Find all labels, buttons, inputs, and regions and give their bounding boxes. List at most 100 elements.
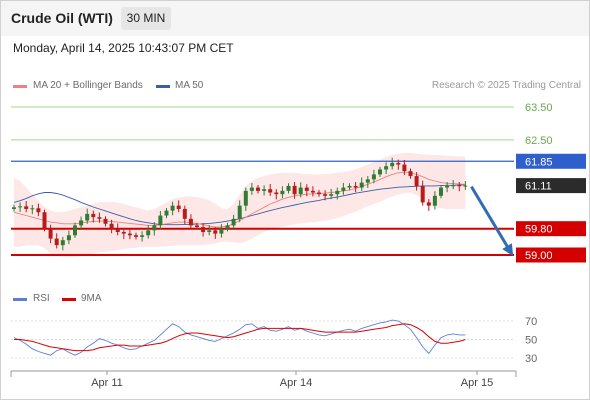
candle-body: [292, 185, 297, 195]
candle-body: [414, 176, 419, 186]
candle-body: [396, 162, 401, 165]
level-badge-61.85: [516, 153, 586, 169]
rsi-ma-line: [14, 323, 466, 352]
candle-body: [115, 228, 120, 232]
candle-body: [365, 179, 370, 183]
candle-body: [402, 164, 407, 172]
time-tick-label: Apr 15: [461, 377, 493, 389]
candle-body: [457, 185, 462, 187]
candle-body: [48, 228, 53, 239]
candle-body: [109, 223, 114, 229]
report-datetime: Monday, April 14, 2025 10:43:07 PM CET: [13, 41, 234, 55]
rsi-legend-swatch: [13, 298, 27, 301]
candle-body: [408, 171, 413, 177]
candle-body: [73, 225, 77, 236]
level-badge-61.11: [516, 178, 586, 194]
candle-body: [439, 187, 443, 196]
rsi-line: [13, 319, 466, 356]
candle-body: [378, 169, 382, 175]
projection-arrow-shaft: [470, 185, 512, 252]
rsi-ma-legend-swatch: [62, 298, 76, 301]
candle-body: [134, 235, 138, 237]
candle-body: [213, 230, 218, 234]
candle-body: [231, 218, 236, 226]
rsi-tick-30: 30: [525, 353, 537, 365]
chart-header: Crude Oil (WTI) 30 MIN: [0, 0, 590, 36]
candle-body: [237, 205, 242, 219]
candle-body: [36, 208, 41, 213]
time-tick-label: Apr 11: [91, 377, 123, 389]
candle-body: [18, 206, 23, 208]
candle-body: [317, 192, 321, 195]
candle-body: [426, 202, 431, 206]
candle-body: [42, 212, 47, 229]
candle-body: [103, 218, 108, 224]
candle-body: [158, 215, 163, 226]
candle-body: [390, 162, 395, 167]
candle-body: [146, 230, 151, 236]
candle-body: [335, 190, 340, 195]
candle-body: [463, 185, 468, 187]
candle-body: [384, 166, 389, 170]
candle-body: [359, 182, 364, 188]
candle-body: [274, 192, 279, 195]
candle-body: [445, 185, 450, 188]
ma50-legend-label: MA 50: [175, 80, 204, 91]
candle-body: [280, 190, 285, 195]
candle-body: [60, 240, 65, 246]
candle-body: [182, 208, 187, 219]
level-label-59.80: 59.80: [525, 224, 553, 236]
ma20-legend-label: MA 20 + Bollinger Bands: [33, 80, 143, 91]
copyright-notice: Research © 2025 Trading Central: [431, 80, 581, 91]
candle-body: [121, 231, 126, 234]
candle-body: [97, 217, 102, 219]
candle-body: [268, 189, 273, 193]
candle-body: [164, 210, 169, 216]
candle-body: [341, 187, 346, 191]
candle-body: [170, 205, 175, 211]
rsi-ma-legend-label: 9MA: [81, 293, 102, 304]
candle-body: [225, 225, 230, 229]
candle-body: [91, 213, 96, 218]
candle-body: [329, 194, 334, 196]
time-tick-label: Apr 14: [280, 377, 312, 389]
rsi-legend-label: RSI: [33, 293, 50, 304]
candle-body: [310, 190, 315, 193]
candle-body: [176, 205, 181, 209]
candle-body: [54, 238, 59, 246]
level-label-63.50: 63.50: [525, 102, 553, 114]
candle-body: [243, 190, 248, 206]
candle-body: [353, 185, 358, 188]
candle-body: [188, 218, 193, 226]
candle-body: [79, 220, 84, 226]
level-label-61.85: 61.85: [525, 156, 553, 168]
candle-body: [201, 227, 206, 232]
level-badge-59.80: [516, 221, 586, 237]
rsi-tick-50: 50: [525, 335, 537, 347]
candle-body: [420, 185, 425, 203]
projection-arrow-head: [502, 243, 514, 257]
candle-body: [207, 230, 212, 232]
rsi-tick-70: 70: [525, 316, 537, 328]
candle-body: [12, 207, 16, 209]
ma50-legend-swatch: [156, 85, 170, 88]
timeframe-badge[interactable]: 30 MIN: [121, 7, 171, 30]
candle-body: [347, 185, 352, 188]
candle-body: [66, 235, 71, 241]
candle-body: [140, 235, 145, 237]
candle-body: [256, 187, 260, 191]
candle-body: [262, 189, 267, 191]
candle-body: [298, 187, 303, 195]
candle-body: [451, 185, 456, 187]
level-label-62.50: 62.50: [525, 135, 553, 147]
instrument-title: Crude Oil (WTI): [11, 10, 113, 26]
candle-body: [304, 187, 309, 191]
candle-body: [30, 208, 35, 210]
candle-body: [127, 233, 132, 236]
candle-body: [286, 185, 291, 191]
candle-body: [24, 206, 29, 209]
level-label-61.11: 61.11: [525, 181, 552, 193]
candle-body: [219, 228, 224, 234]
